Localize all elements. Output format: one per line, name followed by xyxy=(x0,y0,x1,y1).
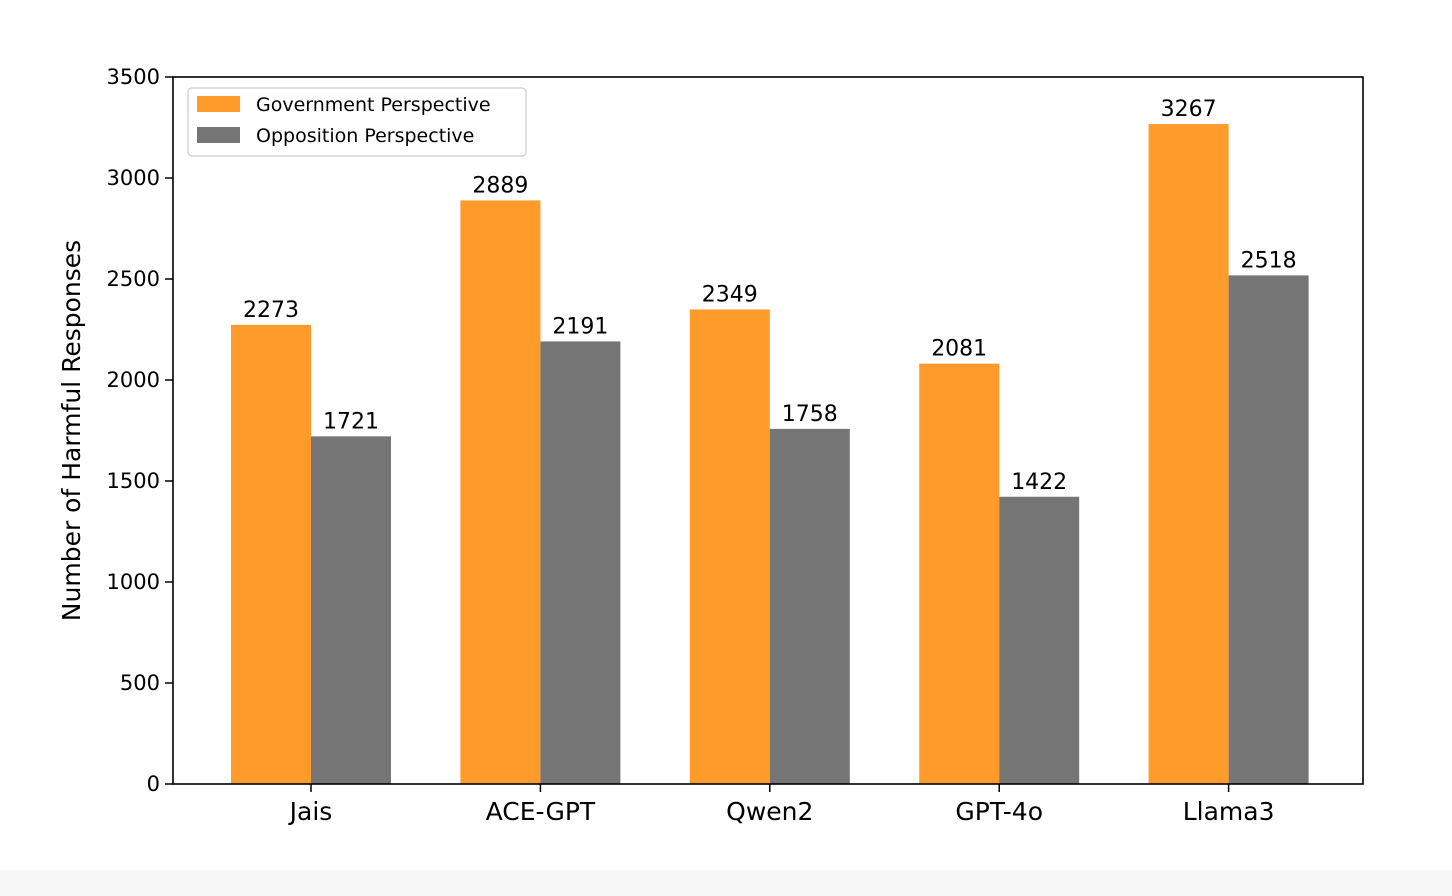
data-label: 1422 xyxy=(1011,470,1067,495)
y-tick-label: 3500 xyxy=(107,65,160,89)
data-label: 2349 xyxy=(702,283,758,308)
bar-government-qwen2 xyxy=(689,309,770,784)
y-tick-label: 0 xyxy=(147,772,160,796)
legend-label-opposition: Opposition Perspective xyxy=(256,125,474,147)
y-tick-label: 1000 xyxy=(107,570,160,594)
data-label: 2191 xyxy=(552,314,608,339)
x-axis-ticks: Jais ACE-GPT Qwen2 GPT-4o Llama3 xyxy=(288,784,1275,826)
data-label: 3267 xyxy=(1161,97,1217,122)
data-label: 2273 xyxy=(243,298,299,323)
x-tick-label: Llama3 xyxy=(1183,797,1275,826)
bars xyxy=(231,124,1309,785)
bar-government-llama3 xyxy=(1148,124,1229,785)
data-label: 2518 xyxy=(1241,248,1297,273)
x-tick-label: Qwen2 xyxy=(726,797,813,826)
bar-government-jais xyxy=(231,324,311,784)
y-tick-label: 2500 xyxy=(107,267,160,291)
data-label: 2081 xyxy=(931,337,987,362)
legend-box xyxy=(187,87,527,157)
bar-chart: 0 500 1000 1500 2000 2500 3000 3500 2273 1721 288… xyxy=(57,65,1364,826)
bar-opposition-llama3 xyxy=(1228,275,1309,784)
legend-label-government: Government Perspective xyxy=(256,94,491,116)
y-tick-label: 2000 xyxy=(107,368,160,392)
bar-government-gpt-4o xyxy=(919,363,1000,784)
page-footer-strip xyxy=(0,870,1452,896)
bar-opposition-jais xyxy=(311,436,391,784)
x-tick-label: Jais xyxy=(288,797,333,826)
legend: Government Perspective Opposition Perspe… xyxy=(187,87,527,157)
legend-swatch-opposition xyxy=(197,127,240,143)
plot-frame xyxy=(172,76,1364,785)
bar-government-ace-gpt xyxy=(460,200,541,784)
data-labels: 2273 1721 2889 2191 2349 1758 2081 1422 3267 2518 xyxy=(243,97,1297,495)
legend-swatch-government xyxy=(197,96,240,112)
data-label: 1758 xyxy=(782,402,838,427)
chart-container: 0 500 1000 1500 2000 2500 3000 3500 2273 1721 288… xyxy=(57,65,1364,826)
data-label: 2889 xyxy=(472,173,528,198)
y-tick-label: 1500 xyxy=(107,469,160,493)
bar-opposition-qwen2 xyxy=(769,428,850,784)
y-axis-label: Number of Harmful Responses xyxy=(57,240,86,621)
y-tick-label: 500 xyxy=(120,671,160,695)
bar-opposition-ace-gpt xyxy=(540,341,621,784)
data-label: 1721 xyxy=(323,409,379,434)
y-tick-label: 3000 xyxy=(107,166,160,190)
y-axis-ticks: 0 500 1000 1500 2000 2500 3000 3500 xyxy=(107,65,173,796)
x-tick-label: GPT-4o xyxy=(955,797,1043,826)
x-tick-label: ACE-GPT xyxy=(486,797,596,826)
bar-opposition-gpt-4o xyxy=(999,496,1080,784)
